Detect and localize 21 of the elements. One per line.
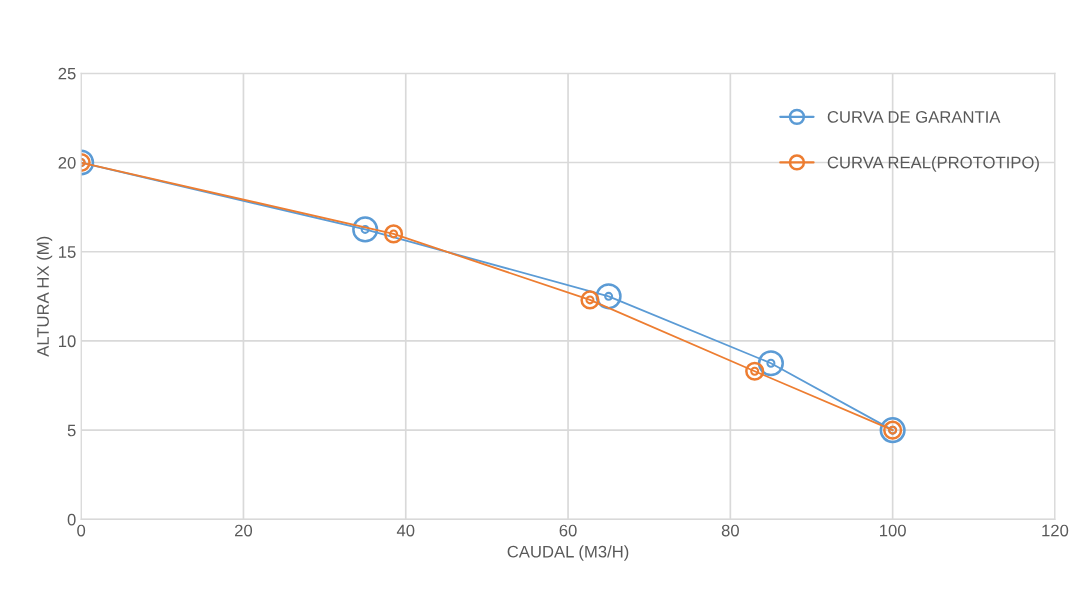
y-tick-label: 10 — [59, 335, 76, 348]
x-tick-label: 0 — [77, 524, 86, 537]
x-axis-title: CAUDAL (M3/H) — [507, 545, 629, 561]
point — [580, 290, 600, 310]
point — [745, 361, 765, 381]
x-tick-label: 60 — [559, 524, 577, 537]
x-tick-label: 80 — [721, 524, 739, 537]
y-tick-label: 20 — [58, 156, 76, 169]
point — [879, 417, 906, 444]
y-tick-label: 0 — [67, 513, 76, 526]
point — [757, 350, 784, 377]
legend-label: CURVA REAL(PROTOTIPO) — [827, 156, 1039, 172]
x-tick-label: 40 — [396, 524, 415, 537]
y-tick-label: 15 — [59, 246, 76, 258]
y-tick-label: 25 — [58, 67, 76, 80]
y-tick-label: 5 — [67, 424, 76, 437]
x-tick-label: 120 — [1042, 524, 1069, 537]
x-tick-label: 20 — [235, 524, 253, 537]
y-axis-title: ALTURA HX (M) — [36, 236, 53, 357]
x-tick-label: 100 — [880, 524, 906, 537]
legend-label: CURVA DE GARANTIA — [827, 111, 1001, 123]
